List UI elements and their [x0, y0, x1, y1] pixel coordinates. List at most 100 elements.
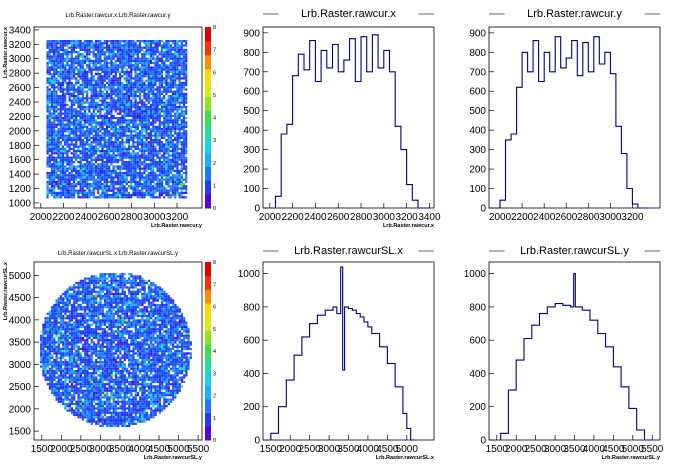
y-tick-label: 2400	[9, 97, 32, 108]
y-tick-label: 300	[243, 145, 260, 156]
x-tick-label: 4500	[148, 444, 171, 455]
x-tick-label: 1500	[260, 444, 283, 455]
y-tick-label: 2600	[9, 83, 32, 94]
colorbar-segment	[205, 275, 211, 290]
y-tick-label: 3400	[9, 25, 32, 36]
y-tick-label: 1200	[9, 184, 32, 195]
x-tick-label: 5000	[167, 444, 190, 455]
plot-frame	[33, 261, 203, 441]
heatmap-cells	[46, 40, 188, 199]
x-tick-label: 3000	[318, 444, 341, 455]
x-tick-label: 3000	[544, 444, 567, 455]
colorbar-tick-label: 5	[213, 93, 216, 99]
y-tick-label: 600	[243, 87, 260, 98]
x-tick-label: 2600	[555, 212, 578, 223]
y-tick-label: 300	[469, 145, 486, 156]
x-tick-label: 5500	[187, 444, 210, 455]
x-axis-label: Lrb.Raster.rawcurSL.y	[602, 455, 661, 461]
colorbar-tick-label: 3	[213, 138, 216, 144]
colorbar-segment	[205, 330, 211, 345]
title-box	[506, 5, 643, 21]
y-axis-label: Lrb.Raster.rawcur.x	[3, 26, 9, 78]
colorbar-segment	[205, 54, 211, 70]
chart-panel-1: Lrb.Raster.rawcur.x:Lrb.Raster.rawcur.y 0…	[3, 13, 216, 229]
colorbar: 0 1 2 3 4 5 6 7 8	[205, 260, 216, 444]
x-axis-label: Lrb.Raster.rawcur.y	[151, 223, 203, 229]
colorbar-segment	[205, 289, 211, 304]
title-box	[280, 5, 417, 21]
colorbar-tick-label: 2	[213, 394, 216, 400]
colorbar-segment	[205, 412, 211, 427]
y-tick-label: 3200	[9, 40, 32, 51]
x-tick-label: 2000	[30, 212, 53, 223]
y-tick-label: 800	[469, 302, 486, 313]
x-tick-label: 3500	[563, 444, 586, 455]
colorbar-tick-label: 5	[213, 327, 216, 333]
colorbar-tick-label: 1	[213, 183, 216, 189]
y-tick-label: 1600	[9, 155, 32, 166]
colorbar-tick-label: 7	[213, 48, 216, 54]
x-tick-label: 2200	[282, 212, 305, 223]
y-tick-label: 600	[469, 87, 486, 98]
axes: 2000 2200 2400 2600 2800 3000 3200 0 100 200 300 40…	[469, 28, 644, 223]
x-tick-label: 2500	[299, 444, 322, 455]
colorbar-tick-label: 6	[213, 305, 216, 311]
x-tick-label: 3000	[143, 212, 166, 223]
y-tick-label: 2800	[9, 69, 32, 80]
y-tick-label: 2500	[9, 382, 32, 393]
chart-title: Lrb.Raster.rawcurSL.x:Lrb.Raster.rawcurS…	[58, 251, 178, 257]
colorbar-segment	[205, 344, 211, 359]
y-tick-label: 200	[243, 402, 260, 413]
y-tick-label: 1000	[9, 198, 32, 209]
colorbar-segment	[205, 110, 211, 125]
x-tick-label: 2000	[50, 444, 73, 455]
histogram-line	[500, 273, 653, 441]
x-tick-label: 3000	[89, 444, 112, 455]
y-tick-label: 0	[480, 436, 486, 447]
chart-panel-5: Lrb.Raster.rawcurSL.x1500200025003000350…	[238, 242, 435, 461]
y-tick-label: 100	[469, 184, 486, 195]
colorbar-tick-label: 0	[213, 206, 216, 212]
chart-title: Lrb.Raster.rawcurSL.x	[294, 245, 403, 257]
x-tick-label: 2800	[577, 212, 600, 223]
y-tick-label: 0	[254, 436, 260, 447]
x-tick-label: 2200	[52, 212, 75, 223]
y-tick-label: 3500	[9, 338, 32, 349]
colorbar-tick-label: 6	[213, 70, 216, 76]
y-tick-label: 800	[243, 48, 260, 59]
axes: 2000 2200 2400 2600 2800 3000 3200 3400 0 100 200 3…	[243, 28, 441, 223]
y-tick-label: 2000	[9, 126, 32, 137]
x-tick-label: 2400	[533, 212, 556, 223]
heatmap-cells	[40, 273, 192, 428]
colorbar-segment	[205, 398, 211, 414]
x-tick-label: 4000	[128, 444, 151, 455]
title-box	[280, 242, 417, 258]
x-tick-label: 1500	[31, 444, 54, 455]
x-tick-label: 5000	[622, 444, 645, 455]
y-tick-label: 1400	[9, 170, 32, 181]
chart-title: Lrb.Raster.rawcurSL.y	[520, 245, 629, 257]
histogram-line	[270, 266, 415, 441]
x-tick-label: 3200	[166, 212, 189, 223]
colorbar-segment	[205, 194, 211, 209]
y-tick-label: 3000	[9, 54, 32, 65]
y-tick-label: 2000	[9, 404, 32, 415]
colorbar-segment	[205, 138, 211, 153]
colorbar-tick-label: 2	[213, 161, 216, 167]
x-tick-label: 3200	[621, 212, 644, 223]
x-tick-label: 3400	[418, 212, 441, 223]
x-tick-label: 2000	[279, 444, 302, 455]
y-tick-label: 200	[469, 402, 486, 413]
y-tick-label: 200	[469, 165, 486, 176]
colorbar-segment	[205, 262, 211, 277]
y-tick-label: 4000	[9, 315, 32, 326]
plot-frame	[262, 261, 435, 441]
x-tick-label: 3000	[373, 212, 396, 223]
y-tick-label: 3000	[9, 360, 32, 371]
colorbar-tick-label: 4	[213, 349, 216, 355]
y-tick-label: 5000	[9, 271, 32, 282]
x-tick-label: 2400	[75, 212, 98, 223]
y-tick-label: 800	[469, 48, 486, 59]
